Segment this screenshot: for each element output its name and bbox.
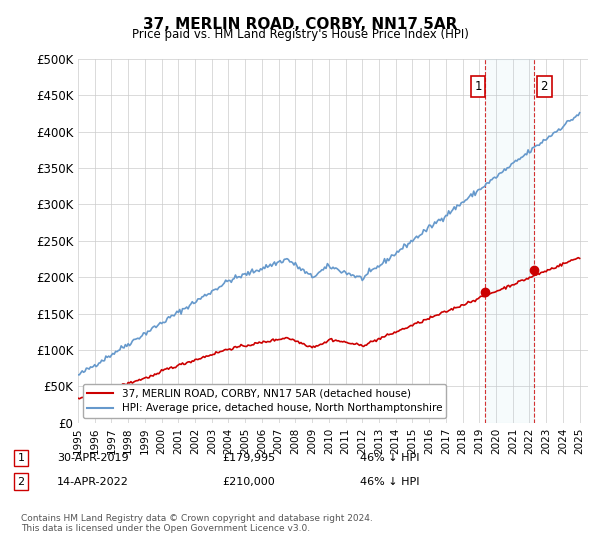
Text: 14-APR-2022: 14-APR-2022 [57,477,129,487]
Text: £179,995: £179,995 [222,453,275,463]
Text: 2: 2 [17,477,25,487]
Text: 46% ↓ HPI: 46% ↓ HPI [360,477,419,487]
Text: 1: 1 [475,80,482,93]
Text: 37, MERLIN ROAD, CORBY, NN17 5AR: 37, MERLIN ROAD, CORBY, NN17 5AR [143,17,457,32]
Text: 2: 2 [541,80,548,93]
Text: Contains HM Land Registry data © Crown copyright and database right 2024.
This d: Contains HM Land Registry data © Crown c… [21,514,373,533]
Text: 1: 1 [17,453,25,463]
Text: £210,000: £210,000 [222,477,275,487]
Bar [485,59,535,423]
Text: 30-APR-2019: 30-APR-2019 [57,453,128,463]
Text: 46% ↓ HPI: 46% ↓ HPI [360,453,419,463]
Text: Price paid vs. HM Land Registry's House Price Index (HPI): Price paid vs. HM Land Registry's House … [131,28,469,41]
Legend: 37, MERLIN ROAD, CORBY, NN17 5AR (detached house), HPI: Average price, detached : 37, MERLIN ROAD, CORBY, NN17 5AR (detach… [83,384,446,418]
